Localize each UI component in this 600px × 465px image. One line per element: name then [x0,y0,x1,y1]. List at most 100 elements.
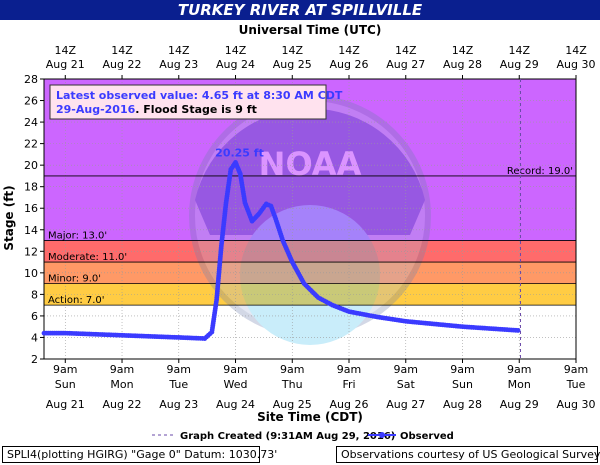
annotation-flood-stage: . Flood Stage is 9 ft [135,103,257,116]
x-tick-date: Aug 29 [500,398,539,411]
threshold-lines: Action: 7.0' Minor: 9.0' Moderate: 11.0' Ma… [44,79,576,359]
x2-tick-time: 14Z [225,44,247,57]
x2-tick-date: Aug 22 [103,58,142,71]
x-tick-day: Sat [397,378,416,391]
band-below-action [44,305,576,359]
legend: Graph Created (9:31AM Aug 29, 2016) Obse… [152,431,454,442]
annotation-date: 29-Aug-2016 [56,103,136,116]
x-tick-date: Aug 23 [159,398,198,411]
x-tick-time: 9am [507,363,531,376]
x-tick-time: 9am [53,363,77,376]
x-tick-time: 9am [450,363,474,376]
x-tick-date: Aug 27 [386,398,425,411]
grid [43,78,577,360]
y-tick-label: 8 [31,288,38,301]
x-tick-date: Aug 21 [46,398,85,411]
x-tick-day: Sun [452,378,473,391]
x-tick-date: Aug 22 [103,398,142,411]
y-tick-label: 4 [31,331,38,344]
x-tick-day: Tue [168,378,188,391]
chart-title-banner: TURKEY RIVER AT SPILLVILLE [0,0,600,20]
x2-tick-date: Aug 21 [46,58,85,71]
y-axis-label: Stage (ft) [2,185,16,250]
band-major [44,240,576,263]
y-tick-label: 28 [24,73,38,86]
observed-markers [41,160,521,341]
x-axis-label: Site Time (CDT) [257,410,363,424]
x2-tick-time: 14Z [508,44,530,57]
x2-tick-date: Aug 29 [500,58,539,71]
legend-observed-label: Observed [400,431,454,442]
x-tick-day: Mon [508,378,531,391]
x2-tick-time: 14Z [565,44,587,57]
x2-tick-time: 14Z [55,44,77,57]
x2-tick-time: 14Z [281,44,303,57]
x-tick-time: 9am [110,363,134,376]
x2-tick-date: Aug 30 [557,58,596,71]
x2-tick-time: 14Z [338,44,360,57]
x-tick-day: Sun [55,378,76,391]
observed-series [41,160,521,341]
x2-tick-time: 14Z [168,44,190,57]
x-tick-date: Aug 28 [443,398,482,411]
x-tick-date: Aug 26 [330,398,369,411]
threshold-label: Minor: 9.0' [48,274,101,285]
threshold-label: Record: 19.0' [507,166,573,177]
x2-tick-date: Aug 27 [386,58,425,71]
x-axis-ticks: 9am Sun Aug 21 9am Mon Aug 22 9am Tue Aug 23 9am W… [46,44,596,411]
plot-frame [43,78,577,360]
x2-tick-date: Aug 28 [443,58,482,71]
threshold-label: Major: 13.0' [48,231,107,242]
x2-tick-time: 14Z [452,44,474,57]
band-moderate [44,262,576,284]
legend-graph-created-label: Graph Created (9:31AM Aug 29, 2016) [180,431,395,442]
annotation-box: Latest observed value: 4.65 ft at 8:30 A… [49,84,343,120]
y-tick-label: 12 [24,245,38,258]
x-tick-time: 9am [394,363,418,376]
svg-text:NOAA: NOAA [259,145,362,183]
footer-datum: SPLI4(plotting HGIRG) "Gage 0" Datum: 10… [2,446,277,463]
x2-tick-date: Aug 24 [216,58,255,71]
x2-tick-time: 14Z [111,44,133,57]
x-tick-date: Aug 25 [273,398,312,411]
top-axis-title: Universal Time (UTC) [239,23,382,37]
y-tick-label: 24 [24,116,38,129]
legend-observed-marker [379,432,385,438]
x-tick-time: 9am [337,363,361,376]
noaa-watermark: NOAA [189,95,431,345]
annotation-line-2: 29-Aug-2016. Flood Stage is 9 ft [56,103,257,116]
y-tick-label: 2 [31,353,38,366]
x-tick-time: 9am [223,363,247,376]
x-tick-day: Wed [224,378,248,391]
x-tick-day: Thu [281,378,303,391]
x-tick-time: 9am [280,363,304,376]
x2-tick-date: Aug 23 [159,58,198,71]
x-tick-date: Aug 30 [557,398,596,411]
footer-credit: Observations courtesy of US Geological S… [336,446,600,463]
peak-label: 20.25 ft [215,146,264,159]
x2-tick-date: Aug 25 [273,58,312,71]
y-tick-label: 26 [24,95,38,108]
x-tick-day: Tue [566,378,586,391]
x-tick-time: 9am [167,363,191,376]
x2-tick-time: 14Z [395,44,417,57]
y-tick-label: 22 [24,138,38,151]
x-tick-time: 9am [564,363,588,376]
y-tick-label: 16 [24,202,38,215]
x2-tick-date: Aug 26 [330,58,369,71]
y-tick-label: 10 [24,267,38,280]
annotation-line-1: Latest observed value: 4.65 ft at 8:30 A… [56,89,343,102]
x-tick-day: Fri [342,378,355,391]
y-tick-label: 14 [24,224,38,237]
y-tick-label: 18 [24,181,38,194]
threshold-label: Action: 7.0' [48,295,105,306]
x-tick-date: Aug 24 [216,398,255,411]
x-tick-day: Mon [110,378,133,391]
y-tick-label: 20 [24,159,38,172]
band-minor [44,283,576,306]
threshold-label: Moderate: 11.0' [48,252,127,263]
observed-point [515,328,521,333]
